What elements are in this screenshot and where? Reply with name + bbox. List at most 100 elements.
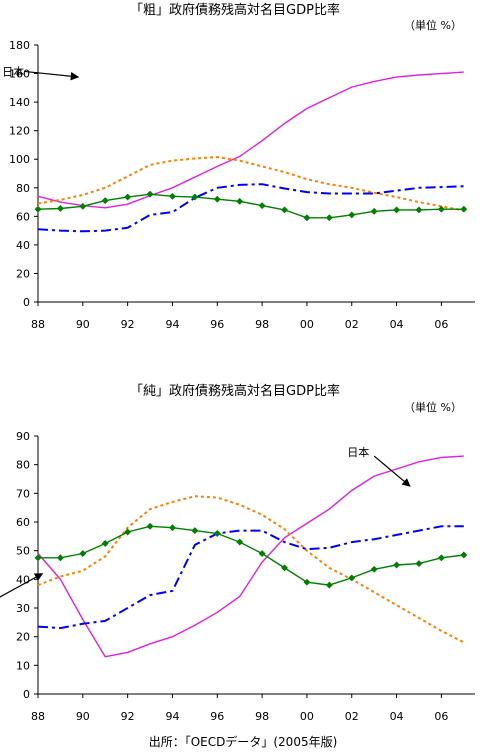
x-tick-label: 90	[76, 318, 90, 331]
x-tick-label: 00	[300, 318, 314, 331]
x-tick-label: 92	[121, 318, 135, 331]
x-tick-label: 92	[121, 710, 135, 723]
y-tick-label: 40	[16, 573, 30, 586]
x-tick-label: 90	[76, 710, 90, 723]
y-tick-label: 120	[9, 125, 30, 138]
series-日本: 日本	[37, 445, 464, 658]
data-point	[79, 549, 87, 558]
y-tick-label: 140	[9, 96, 30, 109]
data-point	[213, 529, 221, 538]
data-point	[124, 193, 132, 201]
y-tick-label: 20	[16, 631, 30, 644]
y-tick-label: 0	[23, 296, 30, 309]
series-label: 日本	[347, 445, 369, 459]
y-tick-label: 160	[9, 68, 30, 81]
series-line	[37, 525, 464, 630]
series-ユーロ地域: ユーロ地域	[37, 525, 464, 630]
y-tick-label: 180	[9, 39, 30, 52]
y-tick-label: 10	[16, 659, 30, 672]
data-point	[325, 581, 333, 589]
data-point	[303, 214, 311, 222]
x-tick-label: 06	[434, 710, 448, 723]
series-line	[37, 156, 464, 212]
series-米国: 米国	[0, 522, 468, 598]
x-tick-label: 00	[300, 710, 314, 723]
pointer-arrow	[0, 573, 44, 598]
series-line	[37, 455, 464, 658]
x-tick-label: 04	[390, 710, 404, 723]
x-tick-label: 88	[31, 710, 45, 723]
y-tick-label: 0	[23, 688, 30, 701]
data-point	[415, 560, 423, 568]
data-point	[79, 202, 87, 210]
data-point	[168, 192, 177, 200]
data-point	[146, 522, 154, 530]
x-tick-label: 06	[434, 318, 448, 331]
data-point	[348, 211, 356, 219]
data-point	[101, 197, 109, 205]
y-tick-label: 100	[9, 153, 30, 166]
data-point	[236, 197, 244, 205]
data-point	[168, 524, 177, 532]
chart-title: 「純」政府債務残高対名目GDP比率	[130, 383, 340, 399]
y-tick-label: 40	[16, 239, 30, 252]
data-point	[415, 206, 423, 214]
data-point	[236, 538, 244, 546]
x-tick-label: 04	[390, 318, 404, 331]
data-point	[303, 578, 311, 586]
chart-title: 「粗」政府債務残高対名目GDP比率	[130, 2, 340, 18]
y-tick-label: 90	[16, 430, 30, 443]
data-point	[146, 190, 154, 198]
series-line	[37, 495, 465, 644]
pointer-arrow	[373, 455, 411, 487]
data-point	[258, 549, 266, 558]
y-tick-label: 50	[16, 545, 30, 558]
x-tick-label: 02	[345, 710, 359, 723]
series-ユーロ地域: ユーロ地域	[37, 183, 464, 233]
chart-panel-1: 「粗」政府債務残高対名目GDP比率（単位 %）02040608010012014…	[2, 2, 475, 331]
series-line	[38, 525, 464, 586]
x-tick-label: 94	[165, 710, 179, 723]
data-point	[258, 202, 266, 210]
data-point	[437, 205, 445, 213]
x-tick-label: 96	[210, 710, 224, 723]
x-tick-label: 88	[31, 318, 45, 331]
data-point	[34, 554, 42, 562]
series-line	[37, 71, 464, 209]
series-line	[37, 193, 464, 219]
y-tick-label: 80	[16, 182, 30, 195]
unit-label: （単位 %）	[404, 400, 462, 414]
data-point	[101, 539, 109, 548]
series-label: 日本	[2, 64, 24, 78]
y-tick-label: 60	[16, 210, 30, 223]
data-point	[191, 193, 199, 201]
y-tick-label: 80	[16, 459, 30, 472]
data-point	[124, 528, 132, 536]
y-tick-label: 30	[16, 602, 30, 615]
series-line	[37, 183, 464, 233]
series-カナダ: カナダ	[37, 495, 465, 644]
y-tick-label: 20	[16, 267, 30, 280]
pointer-arrow	[24, 70, 80, 81]
data-point	[280, 206, 289, 214]
series-日本: 日本	[2, 64, 464, 209]
y-tick-label: 60	[16, 516, 30, 529]
data-point	[325, 214, 333, 222]
x-tick-label: 94	[165, 318, 179, 331]
data-point	[393, 206, 401, 214]
data-point	[34, 205, 42, 213]
source-note: 出所：「OECDデータ」(2005年版)	[149, 734, 338, 749]
data-point	[437, 554, 445, 562]
x-tick-label: 02	[345, 318, 359, 331]
data-point	[348, 574, 356, 582]
data-point	[460, 205, 468, 213]
data-point	[370, 565, 378, 573]
series-米国: 米国	[34, 190, 468, 222]
data-point	[393, 561, 401, 569]
data-point	[213, 195, 221, 203]
data-point	[280, 564, 289, 572]
data-point	[460, 551, 468, 559]
data-point	[56, 204, 64, 213]
